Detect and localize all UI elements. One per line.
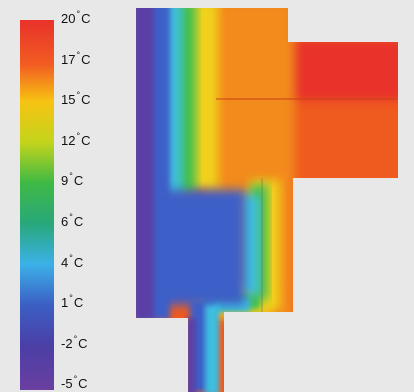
degree-symbol: ° [69,293,73,304]
legend-tick-label: 4°C [61,252,84,270]
legend-tick-value: 20 [61,11,76,26]
legend-tick-value: 17 [61,51,76,67]
degree-symbol: ° [69,171,73,182]
legend-unit: C [78,376,88,392]
legend-tick-value: -2 [61,335,73,351]
legend-tick-label: 6°C [61,212,84,229]
legend-unit: C [81,132,91,148]
legend-unit: C [81,92,91,108]
degree-symbol: ° [76,9,81,19]
legend-tick-label: 1°C [61,293,84,311]
legend-tick-value: 6 [61,214,69,229]
legend-tick-label: 15°C [61,90,91,108]
legend-tick-label: 17°C [61,49,91,67]
degree-symbol: ° [76,49,81,60]
degree-symbol: ° [76,130,81,141]
legend-unit: C [73,295,84,311]
temperature-color-scale [20,20,54,390]
legend-tick-label: -5°C [61,374,88,392]
legend-tick-label: 12°C [61,130,91,148]
legend-tick-label: 20°C [61,9,91,26]
legend-unit: C [78,335,88,351]
degree-symbol: ° [69,212,73,222]
legend-tick-value: 1 [61,295,69,311]
degree-symbol: ° [73,374,78,385]
legend-tick-value: 4 [61,254,69,270]
legend-tick-label: 9°C [61,171,84,189]
degree-symbol: ° [73,333,78,344]
legend-tick-value: -5 [61,376,73,392]
legend-unit: C [73,214,84,229]
legend-tick-value: 9 [61,173,69,189]
legend-unit: C [73,173,84,189]
legend-tick-value: 15 [61,92,76,108]
legend-tick-label: -2°C [61,333,88,351]
temperature-field [136,8,398,392]
scale-gradient [20,20,54,390]
legend-unit: C [73,254,84,270]
legend-tick-value: 12 [61,132,76,148]
legend-unit: C [81,11,91,26]
degree-symbol: ° [69,252,73,263]
legend-unit: C [81,51,91,67]
degree-symbol: ° [76,90,81,101]
